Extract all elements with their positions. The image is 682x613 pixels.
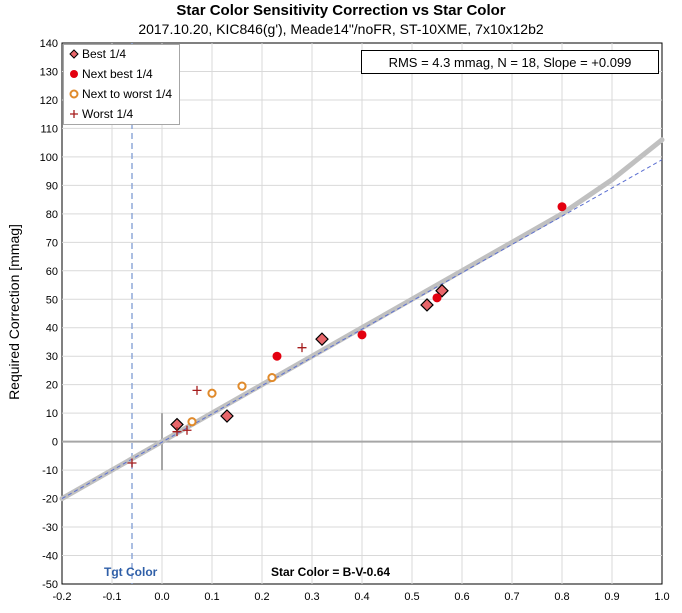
dot-marker-icon: [70, 70, 78, 78]
y-tick-label: 110: [40, 123, 58, 135]
x-tick-label: 0.4: [354, 591, 369, 603]
point-worst: [297, 343, 307, 353]
y-tick-label: 90: [46, 180, 58, 192]
diamond-marker-icon: [69, 49, 79, 59]
point-worst: [172, 427, 182, 437]
point-best: [435, 283, 449, 298]
linear-fit-line: [61, 159, 663, 500]
chart-title: Star Color Sensitivity Correction vs Sta…: [176, 2, 506, 19]
y-tick-label: 60: [46, 266, 58, 278]
y-axis-label: Required Correction [mmag]: [6, 224, 22, 400]
y-tick-label: 130: [40, 66, 58, 78]
point-worst: [192, 385, 202, 395]
ring-marker-icon: [69, 89, 79, 99]
point-worst: [127, 458, 137, 468]
y-tick-label: 40: [46, 323, 58, 335]
legend-label: Worst 1/4: [82, 107, 134, 121]
x-tick-label: -0.1: [103, 591, 122, 603]
legend-label: Best 1/4: [82, 47, 127, 61]
x-tick-label: 0.8: [554, 591, 569, 603]
y-tick-label: 20: [46, 380, 58, 392]
y-tick-label: 30: [46, 351, 58, 363]
y-tick-label: -10: [42, 465, 58, 477]
legend: Best 1/4 Next best 1/4 Next to worst 1/4…: [63, 44, 180, 125]
y-tick-label: 120: [40, 95, 58, 107]
point-next-best: [432, 293, 442, 303]
point-best: [315, 332, 329, 346]
y-tick-label: 100: [40, 152, 58, 164]
point-next-worst: [237, 381, 247, 391]
point-next-best: [557, 202, 567, 212]
x-tick-label: 0.1: [204, 591, 219, 603]
legend-label: Next best 1/4: [82, 67, 153, 81]
y-tick-label: -30: [42, 522, 58, 534]
point-next-best: [272, 351, 282, 361]
x-tick-label: -0.2: [53, 591, 72, 603]
y-tick-label: -20: [42, 494, 58, 506]
stats-box: RMS = 4.3 mmag, N = 18, Slope = +0.099: [361, 50, 659, 74]
x-tick-label: 0.9: [604, 591, 619, 603]
y-tick-label: 140: [40, 38, 58, 50]
x-tick-label: 0.6: [454, 591, 469, 603]
y-tick-label: 10: [46, 408, 58, 420]
tick-labels: -50 -40 -30 -20 -10 0 10 20 30 40 50 60 70 80 90 100 110…: [40, 38, 670, 603]
point-next-worst: [187, 417, 197, 427]
target-color-label: Tgt Color: [104, 565, 158, 579]
y-tick-label: 50: [46, 294, 58, 306]
x-tick-label: 0.3: [304, 591, 319, 603]
legend-label: Next to worst 1/4: [82, 87, 173, 101]
x-axis-annotation: Star Color = B-V-0.64: [271, 565, 391, 579]
y-tick-label: 70: [46, 237, 58, 249]
y-tick-label: 80: [46, 209, 58, 221]
y-tick-label: -40: [42, 551, 58, 563]
y-tick-label: 0: [52, 437, 58, 449]
plus-marker-icon: [70, 110, 78, 118]
point-best: [420, 298, 434, 312]
x-tick-label: 0.2: [254, 591, 269, 603]
x-tick-label: 0.0: [154, 591, 169, 603]
point-worst: [182, 425, 192, 435]
data-points: [127, 202, 567, 468]
point-next-worst: [207, 388, 217, 398]
chart-subtitle: 2017.10.20, KIC846(g'), Meade14"/noFR, S…: [138, 21, 544, 37]
point-next-best: [357, 330, 367, 340]
x-tick-label: 1.0: [654, 591, 669, 603]
point-best: [220, 409, 234, 423]
gridlines: [62, 43, 662, 584]
point-next-worst: [267, 372, 277, 383]
x-tick-label: 0.5: [404, 591, 419, 603]
y-tick-label: -50: [42, 579, 58, 591]
x-tick-label: 0.7: [504, 591, 519, 603]
